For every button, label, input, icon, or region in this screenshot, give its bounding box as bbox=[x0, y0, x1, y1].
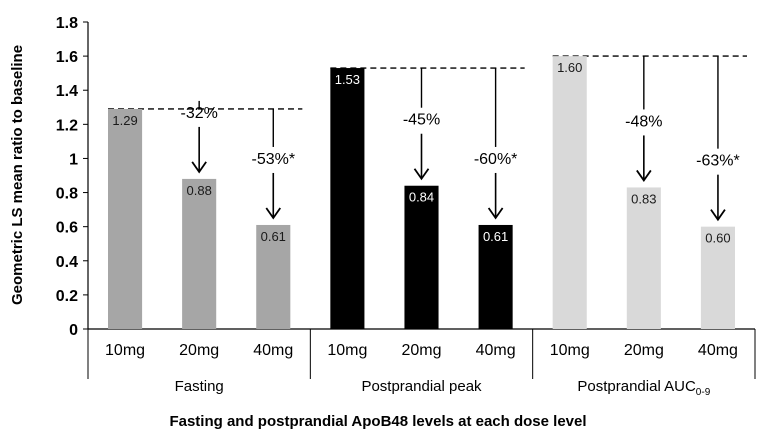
y-tick-label: 1.2 bbox=[56, 117, 78, 134]
y-tick-label: 0.6 bbox=[56, 220, 78, 237]
bar-value-label: 1.29 bbox=[112, 113, 137, 128]
reduction-label: -48% bbox=[625, 113, 662, 130]
x-tick-label: 20mg bbox=[179, 342, 219, 359]
bar bbox=[552, 56, 587, 329]
y-tick-label: 1 bbox=[69, 151, 78, 168]
bar bbox=[330, 68, 365, 330]
group-label: Fasting bbox=[175, 378, 224, 395]
y-tick-label: 0.8 bbox=[56, 186, 78, 203]
bar bbox=[182, 178, 217, 329]
group-label: Postprandial peak bbox=[361, 378, 482, 395]
bar bbox=[478, 224, 513, 329]
x-tick-label: 10mg bbox=[550, 342, 590, 359]
bar-value-label: 0.84 bbox=[409, 190, 434, 205]
bar-value-label: 0.61 bbox=[483, 229, 508, 244]
reduction-arrow-head bbox=[710, 209, 726, 222]
y-tick-label: 0 bbox=[69, 322, 78, 339]
x-tick-label: 40mg bbox=[476, 342, 516, 359]
bar bbox=[108, 108, 143, 329]
bar-value-label: 0.61 bbox=[261, 229, 286, 244]
x-tick-label: 20mg bbox=[401, 342, 441, 359]
reduction-label: -60%* bbox=[474, 151, 518, 168]
x-tick-label: 10mg bbox=[327, 342, 367, 359]
reduction-arrow-head bbox=[636, 169, 652, 183]
x-tick-label: 20mg bbox=[624, 342, 664, 359]
y-tick-label: 1.4 bbox=[56, 83, 78, 100]
bar bbox=[626, 187, 661, 329]
reduction-arrow-head bbox=[413, 168, 430, 181]
bar bbox=[700, 226, 735, 329]
group-label: Postprandial AUC0-9 bbox=[577, 378, 710, 398]
reduction-arrow-head bbox=[487, 207, 504, 220]
y-axis-label: Geometric LS mean ratio to baseline bbox=[9, 45, 26, 305]
bar-value-label: 0.83 bbox=[631, 191, 656, 206]
bar-value-label: 0.60 bbox=[705, 231, 730, 246]
bar-value-label: 1.60 bbox=[557, 60, 582, 75]
y-tick-label: 0.2 bbox=[56, 288, 78, 305]
reduction-label: -63%* bbox=[696, 153, 740, 170]
reduction-arrow-head bbox=[265, 207, 282, 220]
y-tick-label: 0.4 bbox=[56, 254, 78, 271]
y-tick-label: 1.8 bbox=[56, 15, 78, 32]
bar-value-label: 1.53 bbox=[335, 72, 360, 87]
plot-area: 0 0.2 0.4 0.6 0.8 1 1.2 1.4 1.6 1.8 Fasting 1.29 10m… bbox=[56, 15, 756, 398]
reduction-arrow-head bbox=[191, 161, 207, 174]
y-tick-label: 1.6 bbox=[56, 49, 78, 66]
x-tick-label: 40mg bbox=[698, 342, 738, 359]
x-tick-label: 40mg bbox=[253, 342, 293, 359]
reduction-label: -45% bbox=[403, 112, 440, 129]
x-tick-label: 10mg bbox=[105, 342, 145, 359]
reduction-label: -32% bbox=[180, 105, 217, 122]
reduction-label: -53%* bbox=[251, 151, 295, 168]
bar bbox=[404, 185, 439, 329]
x-axis-label: Fasting and postprandial ApoB48 levels a… bbox=[169, 413, 586, 430]
bar bbox=[256, 224, 291, 329]
bar-value-label: 0.88 bbox=[187, 183, 212, 198]
